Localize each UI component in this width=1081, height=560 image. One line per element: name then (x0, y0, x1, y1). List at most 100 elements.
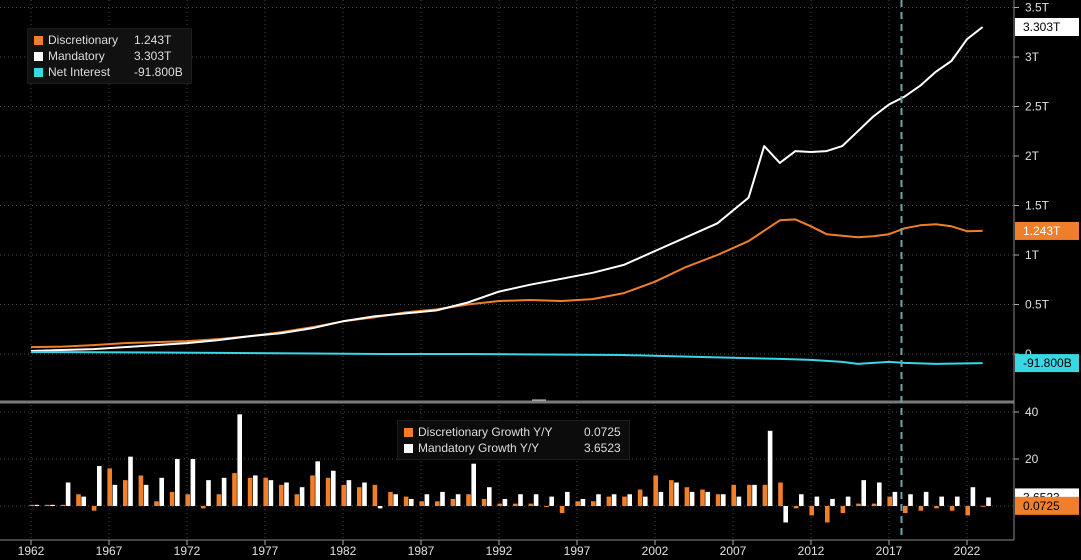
bar-discretionary-growth-1988 (435, 501, 440, 506)
discretionary-growth-last-label-text: 0.0725 (1023, 499, 1060, 513)
bar-discretionary-growth-1968 (123, 480, 128, 506)
bar-mandatory-growth-1975 (237, 414, 242, 506)
bar-mandatory-growth-1964 (65, 482, 71, 506)
legend-entry-mandatory[interactable]: Mandatory 3.303T (34, 48, 183, 64)
net-interest-line (30, 351, 983, 365)
bar-discretionary-growth-1973 (201, 506, 206, 509)
bar-discretionary-growth-1962 (29, 504, 34, 506)
bar-mandatory-growth-1965 (81, 496, 86, 506)
bar-mandatory-growth-1977 (268, 480, 274, 506)
bar-mandatory-growth-1963 (50, 504, 55, 506)
top-y-axis-ticks: 0 0.5T 1T 1.5T 2T 2.5T 3T 3.5T (1014, 1, 1050, 361)
legend-value: -91.800B (134, 65, 183, 79)
mandatory-last-label-bg (1015, 18, 1079, 37)
bar-mandatory-growth-1985 (393, 494, 398, 506)
x-tick-label: 2012 (798, 544, 825, 558)
legend-swatch-discretionary-growth (404, 427, 413, 437)
bar-discretionary-growth-2001 (637, 489, 643, 506)
bar-discretionary-growth-1978 (279, 484, 284, 506)
bar-mandatory-growth-1998 (596, 494, 601, 506)
bar-discretionary-growth-1964 (60, 504, 66, 506)
bar-discretionary-growth-2000 (622, 496, 627, 506)
x-axis-ticks: 1962 1967 1972 1977 1982 1987 1992 1997 2002 2007… (18, 540, 981, 558)
bar-discretionary-growth-1993 (513, 503, 518, 506)
mandatory-last-label: 3.303T (1015, 18, 1079, 37)
bar-mandatory-growth-1981 (331, 470, 336, 506)
legend-name: Discretionary (48, 33, 119, 47)
bar-discretionary-growth-2022 (965, 506, 970, 516)
bar-discretionary-growth-2005 (700, 489, 705, 506)
bar-mandatory-growth-1967 (112, 484, 118, 506)
bar-mandatory-growth-1974 (221, 477, 227, 506)
bar-discretionary-growth-2018 (903, 506, 908, 514)
bar-mandatory-growth-2009 (767, 430, 773, 506)
bar-discretionary-growth-1966 (91, 506, 97, 511)
x-tick-label: 2017 (876, 544, 903, 558)
bar-mandatory-growth-2010 (783, 506, 788, 523)
y-tick-label: 2T (1025, 149, 1040, 163)
bar-discretionary-growth-2016 (871, 503, 877, 506)
bar-discretionary-growth-1965 (76, 494, 81, 506)
bar-mandatory-growth-1989 (455, 494, 461, 506)
legend-entry-mandatory-growth[interactable]: Mandatory Growth Y/Y 3.6523 (404, 440, 621, 456)
mandatory-last-label-text: 3.303T (1023, 20, 1061, 34)
legend-value: 3.6523 (584, 441, 621, 455)
bar-discretionary-growth-1969 (138, 475, 144, 506)
bar-mandatory-growth-1994 (533, 494, 539, 506)
legend-entry-discretionary-growth[interactable]: Discretionary Growth Y/Y 0.0725 (404, 424, 621, 440)
bar-discretionary-growth-2017 (887, 496, 892, 506)
x-tick-label: 1987 (408, 544, 435, 558)
bar-discretionary-growth-1985 (388, 491, 393, 506)
bar-discretionary-growth-1992 (497, 503, 502, 506)
bar-mandatory-growth-1980 (315, 461, 320, 506)
bar-discretionary-growth-2012 (809, 506, 814, 516)
bar-discretionary-growth-1971 (169, 491, 175, 506)
bar-mandatory-growth-1995 (549, 496, 554, 506)
bottom-legend[interactable]: Discretionary Growth Y/Y 0.0725 Mandator… (397, 420, 630, 460)
y-tick-label: 40 (1025, 405, 1039, 419)
bar-mandatory-growth-1972 (190, 459, 196, 506)
bar-mandatory-growth-2013 (830, 498, 835, 506)
bar-discretionary-growth-2006 (715, 494, 721, 506)
bar-mandatory-growth-1968 (128, 456, 133, 506)
bar-mandatory-growth-1966 (97, 466, 102, 506)
bar-discretionary-growth-1963 (45, 504, 50, 506)
legend-entry-net-interest[interactable]: Net Interest -91.800B (34, 64, 183, 80)
legend-value: 1.243T (134, 33, 172, 47)
bar-discretionary-growth-2002 (653, 475, 658, 506)
bar-mandatory-growth-2002 (658, 491, 664, 506)
bar-discretionary-growth-1983 (357, 487, 362, 506)
bar-mandatory-growth-2020 (939, 496, 944, 506)
bar-discretionary-growth-1967 (107, 468, 112, 506)
bar-mandatory-growth-1993 (518, 494, 523, 506)
bar-discretionary-growth-1994 (528, 503, 534, 506)
legend-name: Mandatory Growth Y/Y (418, 441, 540, 455)
bar-discretionary-growth-1991 (481, 498, 487, 506)
bar-discretionary-growth-2015 (856, 503, 861, 506)
bar-mandatory-growth-2015 (861, 480, 866, 506)
y-tick-label: 3T (1025, 50, 1040, 64)
top-legend[interactable]: Discretionary 1.243T Mandatory 3.303T Ne… (27, 28, 192, 84)
bar-mandatory-growth-1970 (159, 477, 164, 506)
bar-discretionary-growth-1995 (544, 506, 549, 507)
x-tick-label: 1972 (174, 544, 201, 558)
bar-mandatory-growth-2012 (814, 496, 820, 506)
discretionary-last-label-text: 1.243T (1023, 224, 1061, 238)
bar-mandatory-growth-1983 (362, 482, 367, 506)
bar-mandatory-growth-1991 (487, 487, 492, 506)
bar-mandatory-growth-2022 (970, 487, 976, 506)
bar-mandatory-growth-2003 (674, 482, 679, 506)
bar-mandatory-growth-2011 (799, 494, 804, 506)
x-tick-label: 2002 (642, 544, 669, 558)
bar-mandatory-growth-2008 (752, 484, 757, 506)
bar-mandatory-growth-1986 (409, 498, 414, 506)
bar-discretionary-growth-2010 (778, 482, 783, 506)
bar-mandatory-growth-1982 (346, 480, 352, 506)
bar-mandatory-growth-1978 (284, 482, 289, 506)
x-tick-label: 1992 (486, 544, 513, 558)
bar-discretionary-growth-2008 (747, 484, 752, 506)
bar-mandatory-growth-1984 (377, 506, 383, 509)
legend-entry-discretionary[interactable]: Discretionary 1.243T (34, 32, 183, 48)
bar-discretionary-growth-1990 (466, 494, 471, 506)
bar-discretionary-growth-2019 (918, 506, 924, 511)
